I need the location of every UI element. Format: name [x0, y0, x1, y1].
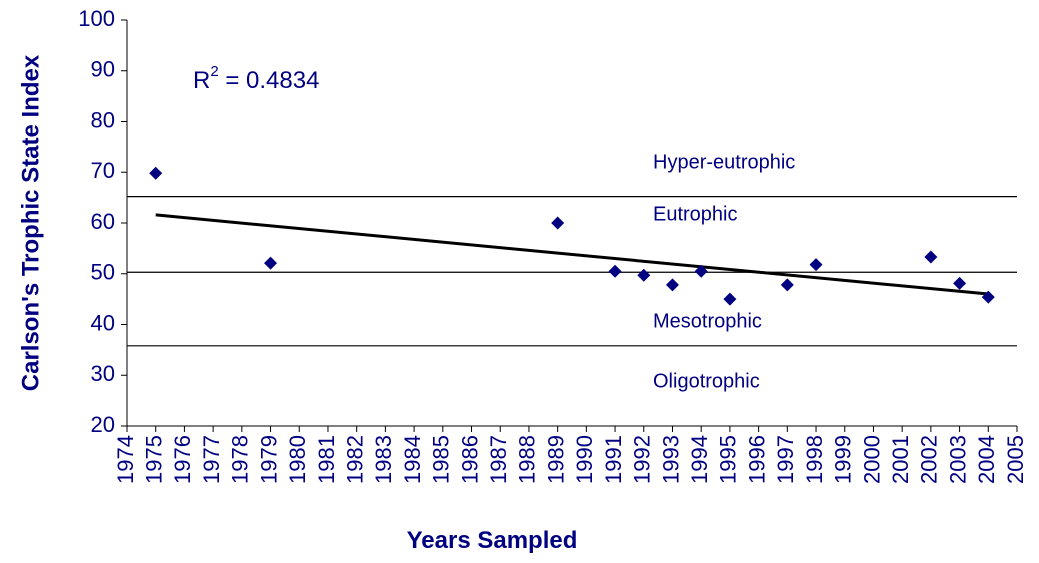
y-tick-label: 70 — [91, 158, 115, 183]
x-tick-label: 1998 — [802, 435, 827, 484]
x-tick-label: 1974 — [113, 435, 138, 484]
data-point — [665, 278, 679, 292]
x-axis-title: Years Sampled — [407, 527, 578, 554]
zone-label: Eutrophic — [653, 203, 738, 225]
x-tick-label: 1994 — [687, 435, 712, 484]
x-tick-label: 1985 — [429, 435, 454, 484]
zone-label: Mesotrophic — [653, 310, 762, 332]
x-tick-label: 1993 — [658, 435, 683, 484]
y-tick-label: 40 — [91, 310, 115, 335]
data-point — [953, 276, 967, 290]
trendline — [155, 213, 989, 296]
x-tick-label: 2005 — [1003, 435, 1028, 484]
y-tick-label: 50 — [91, 260, 115, 285]
x-tick-label: 1997 — [773, 435, 798, 484]
x-tick-label: 1986 — [457, 435, 482, 484]
data-point — [780, 278, 794, 292]
x-tick-label: 1996 — [744, 435, 769, 484]
y-axis-title: Carlson's Trophic State Index — [17, 54, 44, 391]
x-tick-label: 1984 — [400, 435, 425, 484]
x-tick-label: 1992 — [630, 435, 655, 484]
y-tick-label: 100 — [78, 6, 115, 31]
data-point — [694, 264, 708, 278]
y-tick-label: 80 — [91, 107, 115, 132]
x-tick-label: 2004 — [974, 435, 999, 484]
r-sup: 2 — [210, 63, 218, 80]
r-base: R — [193, 67, 210, 94]
x-tick-label: 1981 — [314, 435, 339, 484]
y-tick-label: 90 — [91, 57, 115, 82]
data-point — [149, 166, 163, 180]
data-point — [608, 264, 622, 278]
x-tick-label: 1988 — [515, 435, 540, 484]
y-tick-label: 20 — [91, 412, 115, 437]
x-tick-label: 2002 — [917, 435, 942, 484]
x-tick-label: 2001 — [888, 435, 913, 484]
r-rest: = 0.4834 — [219, 67, 320, 94]
x-tick-label: 1991 — [601, 435, 626, 484]
r-squared: R2 = 0.4834 — [193, 63, 319, 94]
x-tick-label: 1987 — [486, 435, 511, 484]
zone-label: Oligotrophic — [653, 370, 760, 392]
x-tick-label: 1982 — [342, 435, 367, 484]
x-tick-label: 1977 — [199, 435, 224, 484]
zone-label: Hyper-eutrophic — [653, 151, 795, 173]
x-tick-label: 1980 — [285, 435, 310, 484]
x-tick-label: 1983 — [371, 435, 396, 484]
y-tick-label: 60 — [91, 209, 115, 234]
data-point — [981, 290, 995, 304]
y-tick-label: 30 — [91, 361, 115, 386]
x-tick-label: 1990 — [572, 435, 597, 484]
x-tick-label: 1999 — [831, 435, 856, 484]
x-tick-label: 1989 — [543, 435, 568, 484]
data-point — [723, 292, 737, 306]
data-point — [637, 268, 651, 282]
data-point — [924, 250, 938, 264]
data-point — [809, 258, 823, 272]
x-tick-label: 1978 — [228, 435, 253, 484]
x-tick-label: 2003 — [945, 435, 970, 484]
data-point — [264, 256, 278, 270]
x-tick-label: 1995 — [716, 435, 741, 484]
x-tick-label: 1976 — [170, 435, 195, 484]
x-tick-label: 2000 — [859, 435, 884, 484]
data-point — [551, 216, 565, 230]
x-tick-label: 1979 — [256, 435, 281, 484]
x-tick-label: 1975 — [142, 435, 167, 484]
